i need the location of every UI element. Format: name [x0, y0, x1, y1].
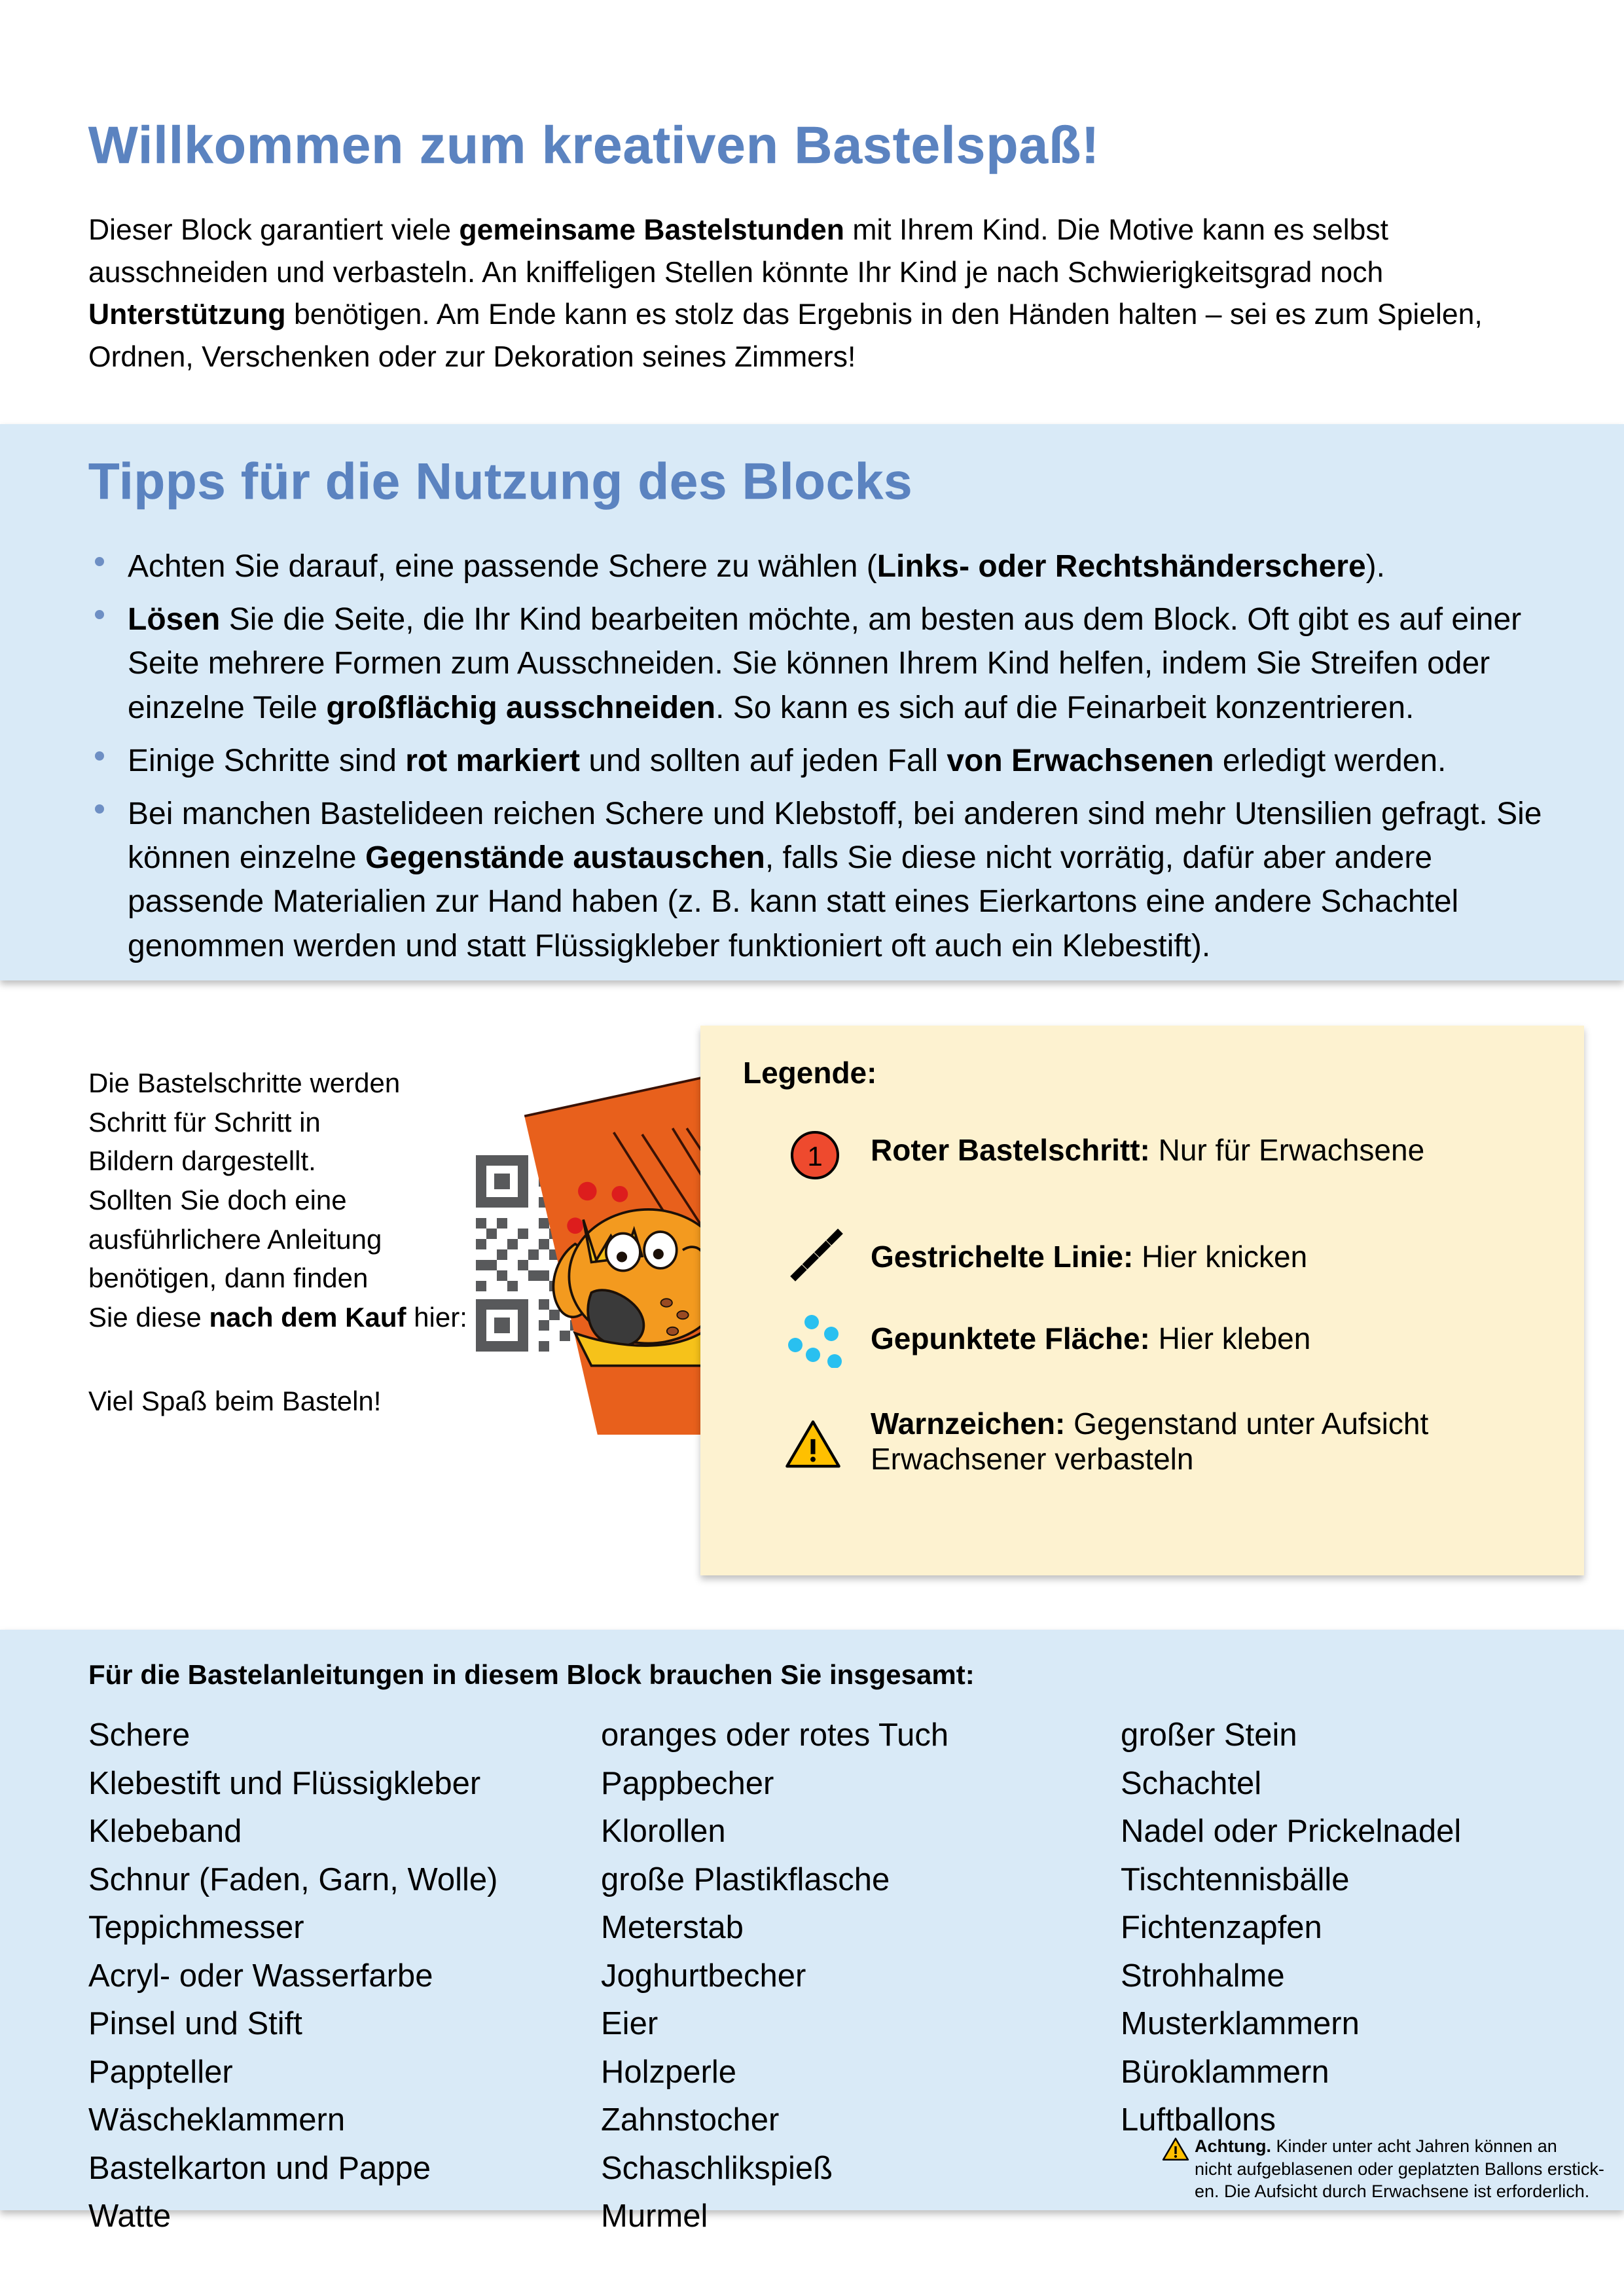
svg-text:1: 1 — [807, 1141, 822, 1172]
